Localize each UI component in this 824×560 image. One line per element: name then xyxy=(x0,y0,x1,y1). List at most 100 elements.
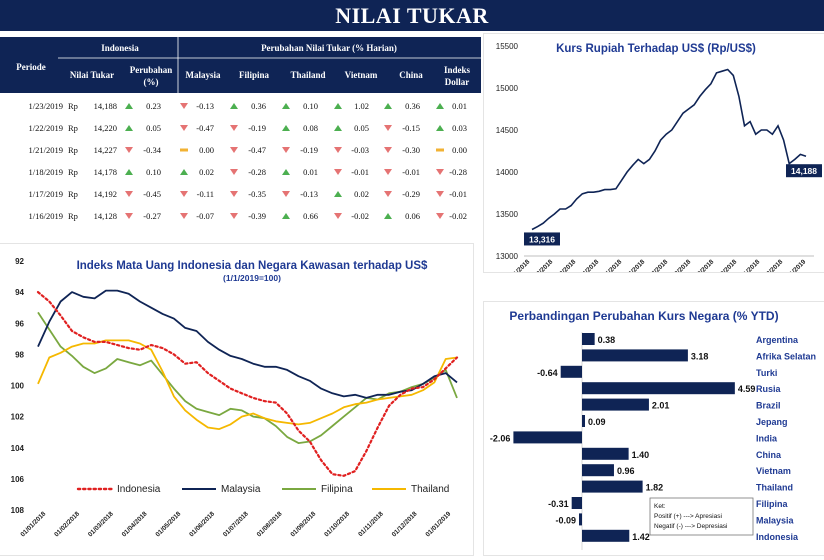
row-country-change: -0.29 xyxy=(402,189,420,199)
bar xyxy=(579,513,582,526)
down-arrow-icon xyxy=(334,213,342,219)
x-tick-label: 20/03/2018 xyxy=(549,258,577,272)
up-arrow-icon xyxy=(384,213,392,219)
y-tick-label: 102 xyxy=(11,413,25,422)
row-country-change: 0.10 xyxy=(303,101,318,111)
x-tick-label: 01/01/2019 xyxy=(424,510,452,538)
row-country-change: -0.03 xyxy=(351,145,369,155)
bar-value-label: 1.82 xyxy=(646,483,664,493)
bar xyxy=(582,382,735,395)
down-arrow-icon xyxy=(180,125,188,131)
header-indeks-dollar: Indeks xyxy=(444,65,471,75)
row-currency: Rp xyxy=(68,123,78,133)
bar-value-label: 0.96 xyxy=(617,466,635,476)
category-label: Brazil xyxy=(756,401,781,411)
chart-title: Indeks Mata Uang Indonesia dan Negara Ka… xyxy=(77,260,428,272)
table-header-bg xyxy=(0,37,481,93)
down-arrow-icon xyxy=(436,213,444,219)
row-country-change: -0.28 xyxy=(449,167,467,177)
x-tick-label: 20/09/2018 xyxy=(687,258,715,272)
down-arrow-icon xyxy=(334,169,342,175)
row-date: 1/16/2019 xyxy=(29,211,63,221)
category-label: Vietnam xyxy=(756,466,791,476)
category-label: Indonesia xyxy=(756,532,799,542)
up-arrow-icon xyxy=(282,125,290,131)
down-arrow-icon xyxy=(282,191,290,197)
y-tick-label: 15500 xyxy=(496,42,519,51)
row-rate: 14,128 xyxy=(94,211,117,221)
chart-title: Kurs Rupiah Terhadap US$ (Rp/US$) xyxy=(556,43,756,55)
header-country: Filipina xyxy=(239,70,270,80)
category-label: Thailand xyxy=(756,483,793,493)
y-tick-label: 92 xyxy=(15,257,24,266)
y-tick-label: 94 xyxy=(15,288,24,297)
legend-label: Indonesia xyxy=(117,484,161,495)
y-tick-label: 14500 xyxy=(496,126,519,135)
row-country-change: 0.36 xyxy=(405,101,420,111)
row-change: -0.27 xyxy=(143,211,161,221)
bar-value-label: 1.42 xyxy=(632,532,650,542)
bar xyxy=(582,529,630,542)
row-country-change: -0.47 xyxy=(248,145,266,155)
row-change: 0.05 xyxy=(146,123,161,133)
row-country-change: 0.03 xyxy=(452,123,467,133)
up-arrow-icon xyxy=(334,103,342,109)
ytd-bar-chart: Perbandingan Perubahan Kurs Negara (% YT… xyxy=(490,309,816,550)
y-tick-label: 13500 xyxy=(496,210,519,219)
header-indeks-dollar: Dollar xyxy=(445,77,470,87)
legend-label: Filipina xyxy=(321,484,353,495)
x-tick-label: 01/02/2018 xyxy=(53,510,81,538)
x-tick-label: 20/08/2018 xyxy=(664,258,692,272)
bar-value-label: -2.06 xyxy=(490,433,511,443)
x-tick-label: 20/11/2018 xyxy=(734,258,762,272)
rupiah-chart-panel: Kurs Rupiah Terhadap US$ (Rp/US$) 13000 13… xyxy=(484,34,824,286)
bar xyxy=(582,464,614,477)
down-arrow-icon xyxy=(230,169,238,175)
y-tick-label: 104 xyxy=(11,444,25,453)
row-country-change: -0.39 xyxy=(248,211,266,221)
down-arrow-icon xyxy=(125,147,133,153)
series-line-thailand xyxy=(37,339,458,430)
series-line-filipina xyxy=(37,311,458,444)
bar-value-label: 0.09 xyxy=(588,417,606,427)
row-currency: Rp xyxy=(68,145,78,155)
bar-value-label: 3.18 xyxy=(691,351,709,361)
chart-title: Perbandingan Perubahan Kurs Negara (% YT… xyxy=(509,309,778,323)
down-arrow-icon xyxy=(436,169,444,175)
category-label: Turki xyxy=(756,368,777,378)
row-country-change: -0.07 xyxy=(196,211,214,221)
row-date: 1/18/2019 xyxy=(29,167,63,177)
row-date: 1/21/2019 xyxy=(29,145,63,155)
down-arrow-icon xyxy=(230,125,238,131)
header-country: China xyxy=(399,70,423,80)
x-tick-label: 20/07/2018 xyxy=(641,258,669,272)
flat-dash-icon xyxy=(180,148,188,152)
row-country-change: 0.01 xyxy=(303,167,318,177)
row-country-change: -0.01 xyxy=(449,189,467,199)
row-country-change: -0.11 xyxy=(197,189,214,199)
row-country-change: 1.02 xyxy=(354,101,369,111)
row-rate: 14,192 xyxy=(94,189,117,199)
up-arrow-icon xyxy=(282,103,290,109)
up-arrow-icon xyxy=(230,103,238,109)
bar xyxy=(560,365,582,378)
category-label: Filipina xyxy=(756,499,788,509)
x-tick-label: 20/02/2018 xyxy=(526,258,554,272)
up-arrow-icon xyxy=(125,103,133,109)
legend-label: Malaysia xyxy=(221,484,261,495)
row-country-change: -0.13 xyxy=(196,101,214,111)
row-country-change: -0.19 xyxy=(300,145,318,155)
row-country-change: 0.01 xyxy=(452,101,467,111)
x-tick-label: 20/01/2019 xyxy=(779,258,807,272)
row-country-change: 0.36 xyxy=(251,101,266,111)
y-tick-label: 96 xyxy=(15,319,24,328)
row-country-change: -0.01 xyxy=(402,167,420,177)
row-country-change: 0.00 xyxy=(199,145,214,155)
bar xyxy=(582,349,688,362)
x-tick-label: 01/07/2018 xyxy=(222,510,250,538)
header-perubahan-pct: (%) xyxy=(144,77,159,87)
x-tick-label: 01/10/2018 xyxy=(323,510,351,538)
header-periode: Periode xyxy=(16,62,46,72)
y-tick-label: 106 xyxy=(11,475,25,484)
row-change: 0.10 xyxy=(146,167,161,177)
